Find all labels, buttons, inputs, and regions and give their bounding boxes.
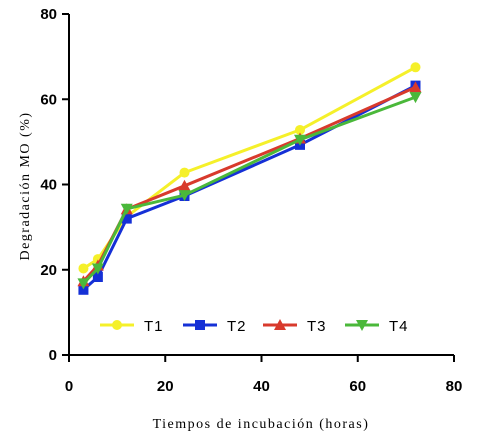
- data-point: [78, 284, 89, 295]
- data-point: [77, 278, 90, 290]
- data-point: [409, 81, 422, 93]
- y-tick-label: 40: [40, 177, 57, 194]
- x-tick-label: 0: [65, 378, 73, 395]
- y-ticks: 0 20 40 60 80: [40, 6, 69, 364]
- data-point: [121, 213, 132, 224]
- data-point: [294, 134, 306, 146]
- y-tick-label: 80: [40, 6, 57, 23]
- series-t3: [77, 81, 422, 287]
- legend-marker: [195, 320, 205, 330]
- x-tick-label: 20: [157, 378, 174, 395]
- legend: T1 T2 T3 T4: [100, 318, 409, 335]
- x-ticks: 0 20 40 60 80: [65, 355, 463, 395]
- x-tick-label: 80: [446, 378, 463, 395]
- legend-item-t3: T3: [263, 318, 327, 335]
- x-tick-label: 60: [349, 378, 366, 395]
- data-point: [178, 190, 191, 202]
- legend-label: T1: [144, 318, 164, 335]
- legend-item-t2: T2: [183, 318, 247, 335]
- legend-marker: [112, 320, 122, 330]
- y-axis-title: Degradación MO (%): [18, 111, 33, 260]
- series-line: [82, 95, 417, 285]
- data-point: [78, 263, 89, 274]
- legend-label: T2: [227, 318, 247, 335]
- legend-label: T4: [389, 318, 409, 335]
- data-point: [120, 203, 133, 215]
- x-tick-label: 40: [253, 378, 270, 395]
- data-point: [410, 62, 421, 73]
- legend-marker: [274, 319, 286, 330]
- data-point: [409, 92, 422, 104]
- data-point: [178, 179, 191, 191]
- legend-item-t4: T4: [345, 318, 409, 335]
- data-point: [295, 124, 305, 135]
- series-layer: [77, 62, 422, 295]
- legend-marker: [356, 320, 368, 331]
- series-t4: [77, 92, 422, 290]
- x-axis-title: Tiempos de incubación (horas): [153, 417, 370, 432]
- data-point: [92, 271, 103, 282]
- data-point: [179, 167, 190, 178]
- y-tick-label: 20: [40, 262, 57, 279]
- data-point: [91, 263, 104, 275]
- y-tick-label: 60: [40, 91, 57, 108]
- y-tick-label: 0: [49, 347, 57, 364]
- legend-item-t1: T1: [100, 318, 164, 335]
- legend-label: T3: [307, 318, 327, 335]
- axes: [68, 14, 454, 356]
